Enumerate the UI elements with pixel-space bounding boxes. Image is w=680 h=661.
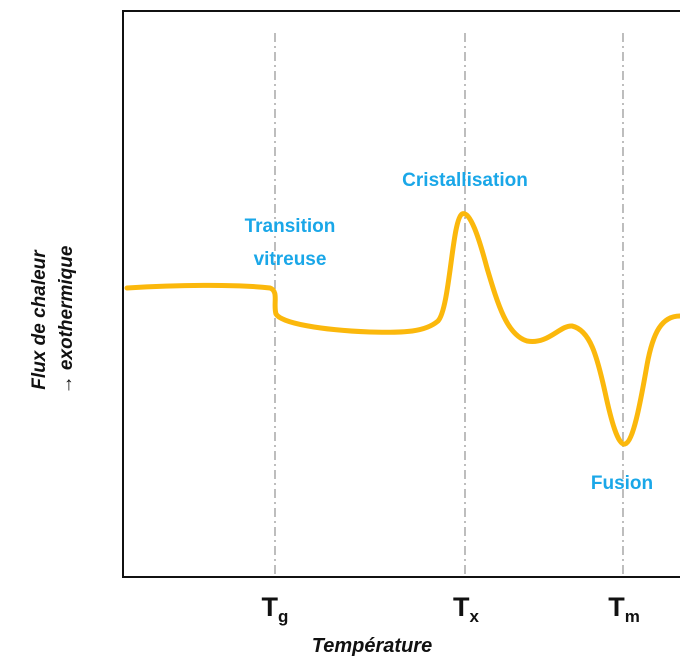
tg-symbol: T: [262, 592, 279, 622]
x-axis-title: Température: [312, 635, 432, 657]
y-axis-title-line2: → exothermique: [56, 245, 77, 394]
melting-label: Fusion: [591, 473, 653, 494]
y-axis-title: Flux de chaleur → exothermique: [29, 245, 77, 394]
tx-marker: Tx: [453, 592, 480, 626]
tg-subscript: g: [278, 607, 288, 626]
glass-transition-label-line1: Transition: [245, 216, 336, 237]
plot-frame: [122, 10, 680, 578]
tm-subscript: m: [625, 607, 640, 626]
crystallization-label: Cristallisation: [402, 170, 528, 191]
tm-symbol: T: [608, 592, 625, 622]
tm-marker: Tm: [608, 592, 640, 626]
dsc-curve: [124, 211, 680, 447]
tx-symbol: T: [453, 592, 470, 622]
y-axis-title-line1: Flux de chaleur: [29, 249, 50, 390]
tg-marker: Tg: [262, 592, 289, 626]
glass-transition-label-line2: vitreuse: [254, 249, 327, 270]
tx-subscript: x: [470, 607, 480, 626]
